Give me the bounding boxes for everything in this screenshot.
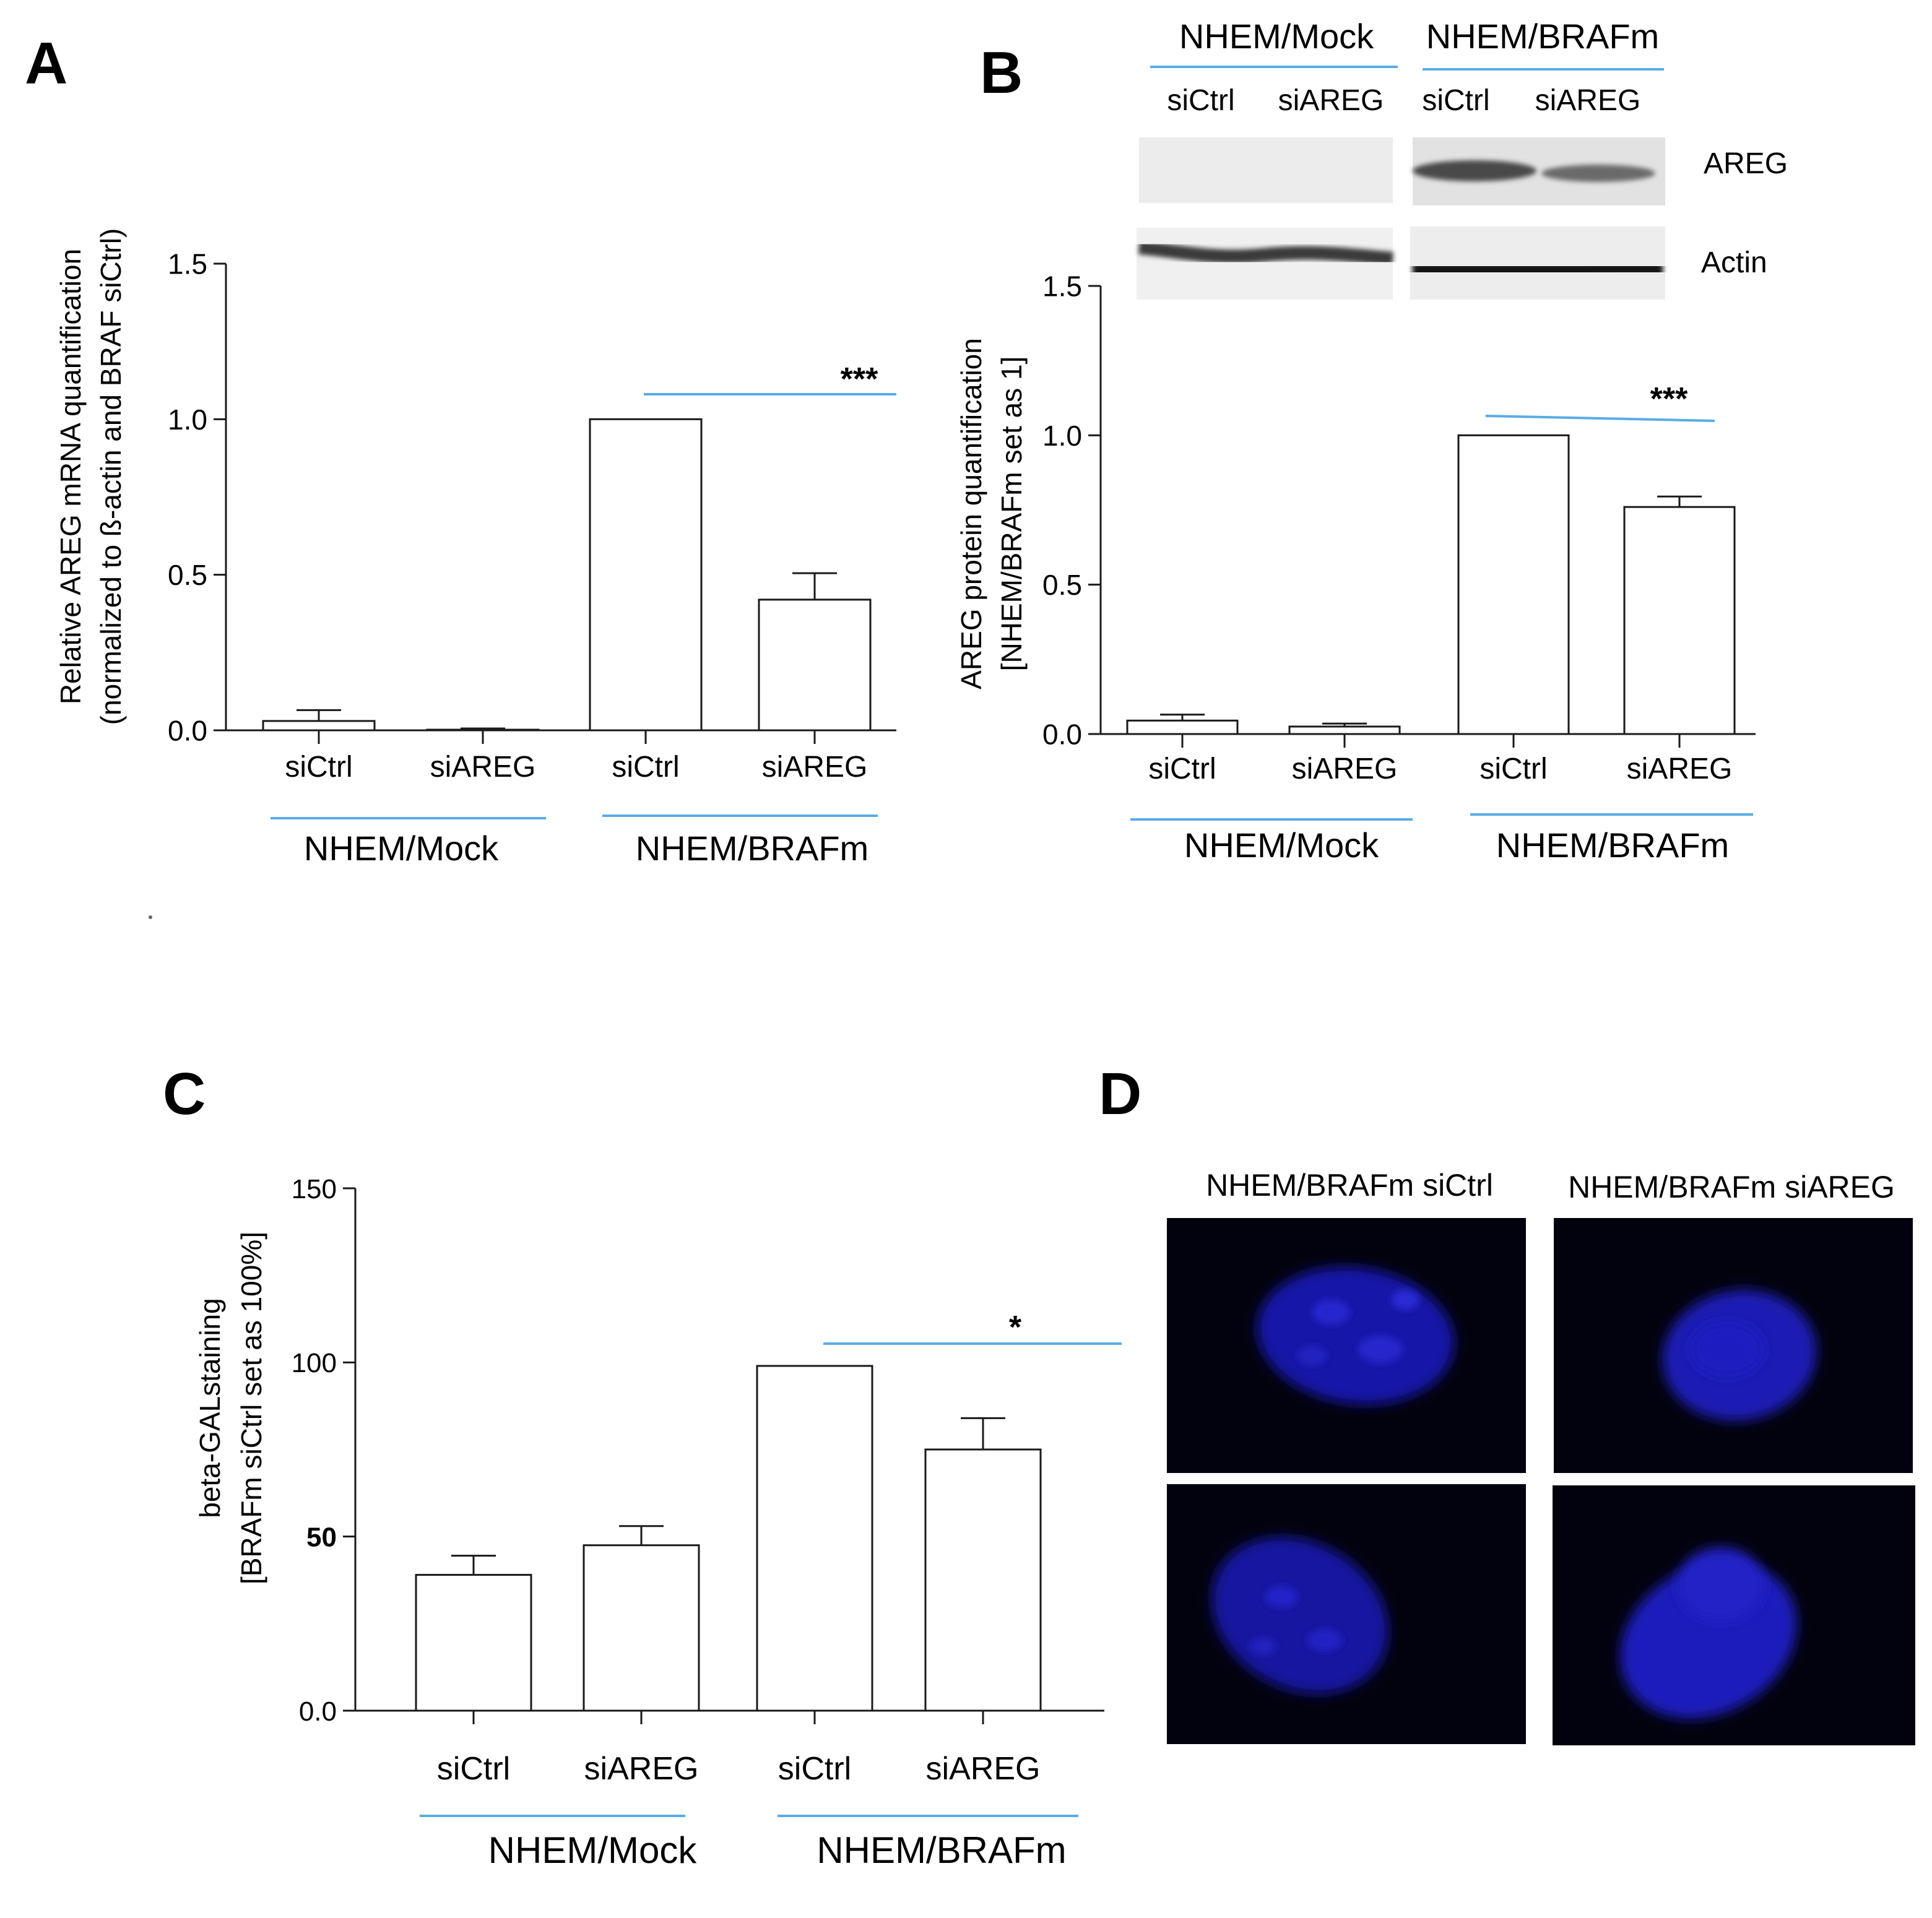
bar [583,1544,700,1712]
panel-letter-d: D [1099,1061,1141,1127]
y-axis-title: beta-GALstaining [194,1298,226,1518]
y-tick-label: 0.0 [299,1696,337,1727]
bar [589,418,703,732]
y-axis-title: AREG protein quantification [955,338,987,689]
y-tick-label: 150 [292,1174,337,1204]
microscopy-title-siAREG: NHEM/BRAFm siAREG [1568,1170,1895,1204]
bar [1126,719,1239,735]
blot-lane-label: siCtrl [1422,84,1489,117]
nucleus [1662,1290,1817,1421]
microscopy-title-siCtrl: NHEM/BRAFm siCtrl [1206,1168,1493,1203]
chart-a-bar-chart: 0.0 0.5 1.0 1.5 siCtrl siAREG siCtrl siAREG NHEM… [54,228,896,868]
bar [1288,725,1401,735]
category-label: siAREG [762,751,868,784]
nucleus [1211,1537,1388,1694]
y-tick-label: 0.0 [1042,719,1082,751]
group-label: NHEM/BRAFm [817,1829,1066,1871]
bar [758,598,872,732]
category-label: siAREG [1627,753,1733,785]
category-label: siAREG [1292,753,1398,785]
bar [756,1365,873,1712]
y-axis-subtitle: [NHEM/BRAFm set as 1] [995,356,1028,672]
y-tick-label: 100 [292,1348,337,1378]
y-tick-label: 0.0 [168,715,207,747]
y-tick-label: 1.0 [168,404,207,436]
blot-areg-band [1413,160,1536,181]
panel-letter-a: A [25,30,67,97]
bar [262,720,376,732]
blot-group-label-brafm: NHEM/BRAFm [1426,17,1659,56]
y-tick-label: 1.5 [168,248,207,280]
blot-group-label-mock: NHEM/Mock [1179,17,1374,56]
bar [1623,506,1736,735]
blot-areg-band [1541,165,1655,182]
chart-b-bar-chart: 0.0 0.5 1.0 1.5 siCtrl siAREG siCtrl siAREG NHEM… [955,270,1756,865]
nucleus [1620,1547,1797,1719]
bar [1457,434,1570,735]
category-label: siAREG [430,751,536,784]
significance-label: *** [841,361,878,397]
category-label: siAREG [926,1751,1041,1787]
y-axis-subtitle: (normalized to ß-actin and BRAF siCtrl) [95,228,127,725]
y-tick-label: 1.0 [1042,420,1082,452]
group-label: NHEM/Mock [304,829,499,868]
y-axis-subtitle: [BRAFm siCtrl set as 100%] [235,1232,267,1584]
category-label: siCtrl [1148,753,1216,785]
y-tick-label: 0.5 [1042,569,1082,601]
category-label: siCtrl [437,1751,510,1787]
blot-actin-mock-strip [1137,228,1393,300]
western-blot: NHEM/Mock NHEM/BRAFm siCtrl siAREG siCtr… [1137,17,1788,300]
group-label: NHEM/BRAFm [636,829,869,868]
panel-letter-b: B [980,40,1023,106]
blot-lane-label: siAREG [1535,84,1641,117]
y-tick-label: 50 [306,1523,337,1553]
blot-areg-mock-strip [1139,137,1393,203]
microscopy-panel: NHEM/BRAFm siCtrl NHEM/BRAFm siAREG [1167,1168,1915,1745]
blot-actin-band [1412,258,1663,280]
category-label: siCtrl [612,751,679,784]
stray-mark [149,915,152,919]
blot-row-label-areg: AREG [1704,147,1788,180]
group-label: NHEM/Mock [488,1829,698,1871]
chart-c-bar-chart: 0.0 50 100 150 siCtrl siAREG siCtrl siAREG NHEM/… [194,1174,1122,1871]
y-tick-label: 0.5 [168,559,207,591]
panel-letter-c: C [163,1061,206,1127]
y-axis-title: Relative AREG mRNA quantification [54,249,87,704]
category-label: siCtrl [1479,753,1547,785]
category-label: siCtrl [778,1751,851,1787]
blot-lane-label: siAREG [1278,84,1384,117]
significance-label: * [1009,1310,1022,1346]
group-label: NHEM/BRAFm [1496,826,1729,865]
category-label: siCtrl [285,751,352,784]
blot-row-label-actin: Actin [1701,246,1767,279]
blot-actin-band [1138,241,1393,266]
category-label: siAREG [584,1751,699,1787]
y-tick-label: 1.5 [1042,270,1082,303]
bar [924,1448,1042,1712]
significance-line [1485,415,1715,422]
significance-label: *** [1650,381,1688,417]
group-label: NHEM/Mock [1184,826,1379,865]
nucleus [1257,1266,1455,1405]
blot-lane-label: siCtrl [1167,84,1234,117]
bar [415,1574,532,1712]
